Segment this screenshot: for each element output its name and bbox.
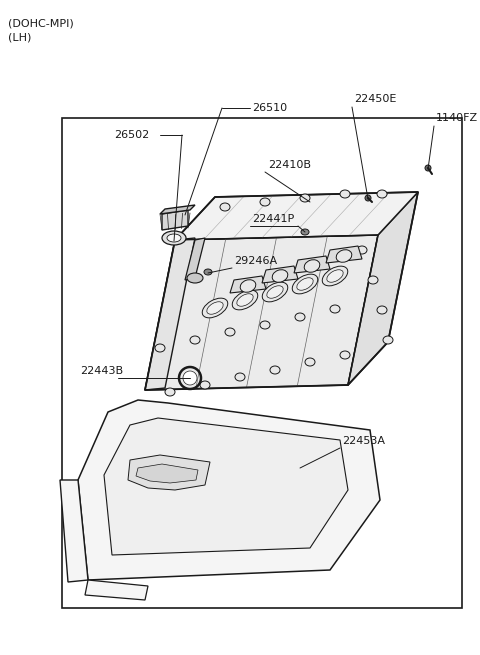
Polygon shape <box>60 480 88 582</box>
Ellipse shape <box>357 246 367 254</box>
Text: 22453A: 22453A <box>342 436 385 446</box>
Polygon shape <box>162 210 188 230</box>
Text: 26502: 26502 <box>114 130 149 140</box>
Ellipse shape <box>368 276 378 284</box>
Ellipse shape <box>204 269 212 275</box>
Ellipse shape <box>330 305 340 313</box>
Polygon shape <box>145 235 378 390</box>
Ellipse shape <box>237 293 253 307</box>
Ellipse shape <box>322 266 348 286</box>
Polygon shape <box>85 580 148 600</box>
Polygon shape <box>294 256 330 273</box>
Ellipse shape <box>202 298 228 318</box>
Text: 1140FZ: 1140FZ <box>436 113 478 123</box>
Ellipse shape <box>292 274 318 294</box>
Ellipse shape <box>304 260 320 272</box>
Ellipse shape <box>260 198 270 206</box>
Ellipse shape <box>327 270 343 282</box>
Polygon shape <box>160 205 195 214</box>
Ellipse shape <box>183 371 197 385</box>
Ellipse shape <box>165 388 175 396</box>
Ellipse shape <box>336 250 352 262</box>
Ellipse shape <box>295 313 305 321</box>
Ellipse shape <box>305 358 315 366</box>
Polygon shape <box>78 400 380 580</box>
Ellipse shape <box>155 344 165 352</box>
Ellipse shape <box>297 278 313 290</box>
Polygon shape <box>104 418 348 555</box>
Ellipse shape <box>340 351 350 359</box>
Text: 22410B: 22410B <box>268 160 311 170</box>
Ellipse shape <box>270 366 280 374</box>
Ellipse shape <box>425 165 431 171</box>
Text: 22450E: 22450E <box>354 94 396 104</box>
Polygon shape <box>262 266 298 283</box>
Ellipse shape <box>260 321 270 329</box>
Ellipse shape <box>377 190 387 198</box>
Text: 22441P: 22441P <box>252 214 294 224</box>
Ellipse shape <box>220 203 230 211</box>
Bar <box>62 118 462 608</box>
Ellipse shape <box>267 286 283 298</box>
Text: 22443B: 22443B <box>80 366 123 376</box>
Ellipse shape <box>225 328 235 336</box>
Ellipse shape <box>301 229 309 235</box>
Ellipse shape <box>377 306 387 314</box>
Polygon shape <box>230 276 266 293</box>
Polygon shape <box>348 192 418 385</box>
Ellipse shape <box>240 280 256 292</box>
Polygon shape <box>326 246 362 263</box>
Ellipse shape <box>200 381 210 389</box>
Ellipse shape <box>232 290 258 310</box>
Ellipse shape <box>162 231 186 245</box>
Text: 26510: 26510 <box>252 103 287 113</box>
Ellipse shape <box>300 194 310 202</box>
Polygon shape <box>136 464 198 483</box>
Polygon shape <box>128 455 210 490</box>
Polygon shape <box>145 238 195 390</box>
Text: (DOHC-MPI): (DOHC-MPI) <box>8 18 74 28</box>
Text: (LH): (LH) <box>8 32 31 42</box>
Ellipse shape <box>187 273 203 283</box>
Ellipse shape <box>190 336 200 344</box>
Ellipse shape <box>235 373 245 381</box>
Polygon shape <box>175 192 418 240</box>
Ellipse shape <box>167 234 181 242</box>
Ellipse shape <box>365 195 371 201</box>
Ellipse shape <box>340 190 350 198</box>
Text: 29246A: 29246A <box>234 256 277 266</box>
Ellipse shape <box>272 270 288 282</box>
Polygon shape <box>185 238 205 280</box>
Ellipse shape <box>383 336 393 344</box>
Ellipse shape <box>207 302 223 314</box>
Ellipse shape <box>262 282 288 302</box>
